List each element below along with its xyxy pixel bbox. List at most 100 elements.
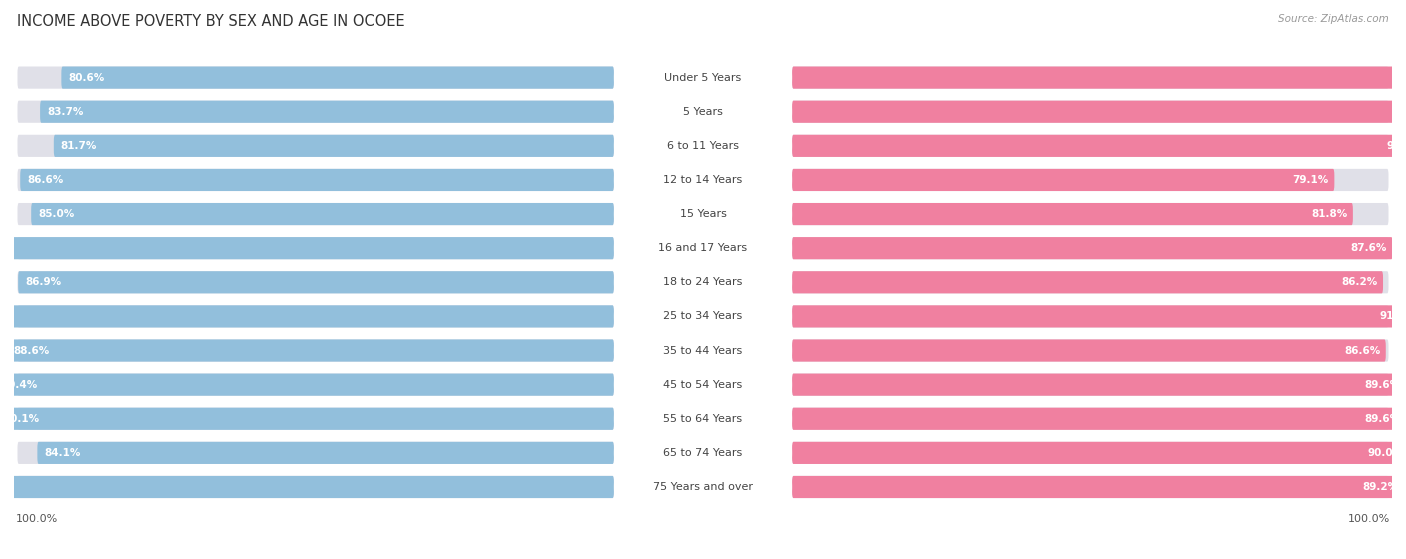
Text: 85.0%: 85.0% — [38, 209, 75, 219]
FancyBboxPatch shape — [17, 373, 614, 396]
FancyBboxPatch shape — [53, 135, 614, 157]
FancyBboxPatch shape — [17, 237, 614, 259]
FancyBboxPatch shape — [31, 203, 614, 225]
Text: 83.7%: 83.7% — [46, 107, 83, 117]
FancyBboxPatch shape — [792, 135, 1406, 157]
FancyBboxPatch shape — [62, 67, 614, 89]
FancyBboxPatch shape — [614, 203, 792, 225]
FancyBboxPatch shape — [7, 339, 614, 362]
FancyBboxPatch shape — [0, 476, 614, 498]
Text: 18 to 24 Years: 18 to 24 Years — [664, 277, 742, 287]
Text: 86.2%: 86.2% — [1341, 277, 1378, 287]
FancyBboxPatch shape — [792, 67, 1389, 89]
FancyBboxPatch shape — [792, 373, 1389, 396]
FancyBboxPatch shape — [792, 373, 1406, 396]
FancyBboxPatch shape — [614, 237, 792, 259]
FancyBboxPatch shape — [792, 339, 1389, 362]
Text: 88.6%: 88.6% — [14, 345, 49, 356]
Text: 90.4%: 90.4% — [1, 380, 38, 390]
Text: 65 to 74 Years: 65 to 74 Years — [664, 448, 742, 458]
Text: 92.8%: 92.8% — [1386, 141, 1406, 151]
FancyBboxPatch shape — [792, 339, 1386, 362]
Text: 55 to 64 Years: 55 to 64 Years — [664, 414, 742, 424]
FancyBboxPatch shape — [614, 169, 792, 191]
FancyBboxPatch shape — [792, 237, 1389, 259]
FancyBboxPatch shape — [614, 135, 792, 157]
FancyBboxPatch shape — [792, 203, 1353, 225]
Text: 16 and 17 Years: 16 and 17 Years — [658, 243, 748, 253]
FancyBboxPatch shape — [792, 305, 1389, 328]
Text: 84.1%: 84.1% — [44, 448, 80, 458]
Text: 15 Years: 15 Years — [679, 209, 727, 219]
Text: 5 Years: 5 Years — [683, 107, 723, 117]
Text: 100.0%: 100.0% — [15, 514, 59, 524]
FancyBboxPatch shape — [0, 305, 614, 328]
Text: 90.1%: 90.1% — [3, 414, 39, 424]
Text: 89.6%: 89.6% — [1365, 414, 1400, 424]
FancyBboxPatch shape — [792, 101, 1389, 123]
FancyBboxPatch shape — [792, 476, 1389, 498]
Text: 81.8%: 81.8% — [1312, 209, 1347, 219]
Text: 93.7%: 93.7% — [0, 311, 14, 321]
FancyBboxPatch shape — [614, 271, 792, 293]
FancyBboxPatch shape — [614, 67, 792, 89]
FancyBboxPatch shape — [614, 305, 792, 328]
Text: 12 to 14 Years: 12 to 14 Years — [664, 175, 742, 185]
FancyBboxPatch shape — [17, 408, 614, 430]
FancyBboxPatch shape — [17, 203, 614, 225]
Text: 91.8%: 91.8% — [1379, 311, 1406, 321]
FancyBboxPatch shape — [38, 442, 614, 464]
FancyBboxPatch shape — [17, 101, 614, 123]
Text: 25 to 34 Years: 25 to 34 Years — [664, 311, 742, 321]
Text: 6 to 11 Years: 6 to 11 Years — [666, 141, 740, 151]
FancyBboxPatch shape — [17, 442, 614, 464]
Text: INCOME ABOVE POVERTY BY SEX AND AGE IN OCOEE: INCOME ABOVE POVERTY BY SEX AND AGE IN O… — [17, 14, 405, 29]
Text: 75 Years and over: 75 Years and over — [652, 482, 754, 492]
FancyBboxPatch shape — [0, 408, 614, 430]
FancyBboxPatch shape — [614, 101, 792, 123]
FancyBboxPatch shape — [17, 135, 614, 157]
Text: 87.6%: 87.6% — [1351, 243, 1388, 253]
FancyBboxPatch shape — [792, 442, 1406, 464]
Text: 90.0%: 90.0% — [1368, 448, 1403, 458]
FancyBboxPatch shape — [792, 408, 1389, 430]
FancyBboxPatch shape — [792, 442, 1389, 464]
FancyBboxPatch shape — [792, 408, 1406, 430]
FancyBboxPatch shape — [17, 305, 614, 328]
Text: 86.6%: 86.6% — [27, 175, 63, 185]
FancyBboxPatch shape — [41, 101, 614, 123]
Text: Under 5 Years: Under 5 Years — [665, 73, 741, 83]
FancyBboxPatch shape — [792, 101, 1406, 123]
FancyBboxPatch shape — [614, 339, 792, 362]
FancyBboxPatch shape — [792, 169, 1334, 191]
FancyBboxPatch shape — [792, 169, 1389, 191]
Text: 35 to 44 Years: 35 to 44 Years — [664, 345, 742, 356]
FancyBboxPatch shape — [792, 203, 1389, 225]
Text: 81.7%: 81.7% — [60, 141, 97, 151]
FancyBboxPatch shape — [17, 169, 614, 191]
FancyBboxPatch shape — [0, 237, 614, 259]
FancyBboxPatch shape — [792, 237, 1392, 259]
FancyBboxPatch shape — [792, 67, 1406, 89]
FancyBboxPatch shape — [792, 271, 1384, 293]
Text: 89.2%: 89.2% — [1362, 482, 1398, 492]
FancyBboxPatch shape — [17, 271, 614, 293]
FancyBboxPatch shape — [20, 169, 614, 191]
FancyBboxPatch shape — [0, 373, 614, 396]
Text: 86.6%: 86.6% — [1344, 345, 1381, 356]
Text: 86.9%: 86.9% — [25, 277, 60, 287]
FancyBboxPatch shape — [792, 476, 1403, 498]
Text: 89.6%: 89.6% — [1365, 380, 1400, 390]
FancyBboxPatch shape — [17, 339, 614, 362]
FancyBboxPatch shape — [17, 67, 614, 89]
FancyBboxPatch shape — [792, 305, 1406, 328]
Text: Source: ZipAtlas.com: Source: ZipAtlas.com — [1278, 14, 1389, 24]
Text: 80.6%: 80.6% — [69, 73, 104, 83]
FancyBboxPatch shape — [614, 442, 792, 464]
FancyBboxPatch shape — [614, 408, 792, 430]
FancyBboxPatch shape — [17, 476, 614, 498]
FancyBboxPatch shape — [614, 373, 792, 396]
FancyBboxPatch shape — [614, 476, 792, 498]
Text: 45 to 54 Years: 45 to 54 Years — [664, 380, 742, 390]
FancyBboxPatch shape — [18, 271, 614, 293]
